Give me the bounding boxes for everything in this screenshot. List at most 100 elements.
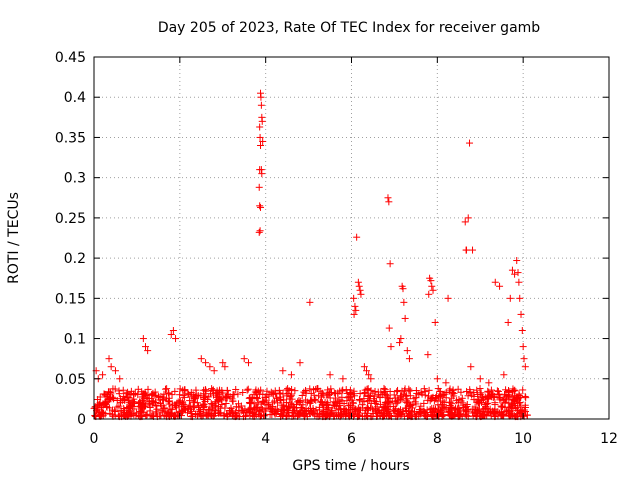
data-point (111, 367, 119, 375)
data-point-band (253, 389, 261, 397)
data-point-band (347, 411, 355, 419)
data-point-band (116, 395, 124, 403)
data-point-band (379, 412, 387, 420)
x-tick-label: 2 (175, 431, 184, 447)
data-point-band (257, 386, 265, 394)
data-point-band (235, 400, 243, 408)
data-point-band (138, 388, 146, 396)
data-point-band (139, 397, 147, 405)
data-point-band (441, 405, 449, 413)
data-point (197, 355, 205, 363)
data-point-band (383, 393, 391, 401)
data-point-band (405, 403, 413, 411)
data-point (461, 218, 469, 226)
data-point (431, 318, 439, 326)
data-point-band (298, 391, 306, 399)
data-point-band (490, 392, 498, 400)
data-point (354, 278, 362, 286)
data-point-band (207, 412, 215, 420)
grid (94, 57, 609, 419)
data-point-band (496, 409, 504, 417)
data-point-band (257, 400, 265, 408)
data-point-band (139, 403, 147, 411)
data-point-band (457, 388, 465, 396)
data-point (469, 246, 477, 254)
y-tick-label: 0 (77, 412, 86, 428)
data-point-band (320, 391, 328, 399)
data-point-band (162, 394, 170, 402)
data-point-band (417, 402, 425, 410)
data-point-band (430, 396, 438, 404)
data-point-band (250, 400, 258, 408)
data-point-band (410, 395, 418, 403)
data-point (296, 359, 304, 367)
data-point-band (183, 409, 191, 417)
data-point (287, 371, 295, 379)
data-point-band (131, 399, 139, 407)
data-point (516, 294, 524, 302)
data-point-band (270, 397, 278, 405)
data-point-band (404, 407, 412, 415)
data-point (355, 282, 363, 290)
data-point-band (200, 390, 208, 398)
data-point-band (268, 403, 276, 411)
y-tick-label: 0.2 (64, 251, 86, 267)
data-marks (90, 89, 531, 421)
data-point-band (122, 410, 130, 418)
data-point-band (191, 394, 199, 402)
data-point-band (311, 411, 319, 419)
data-point-band (176, 385, 184, 393)
data-point-band (205, 406, 213, 414)
data-point-band (234, 390, 242, 398)
data-point (255, 183, 263, 191)
data-point-band (487, 412, 495, 420)
data-point (405, 355, 413, 363)
data-point (517, 310, 525, 318)
data-point-band (333, 402, 341, 410)
data-point-band (339, 386, 347, 394)
data-point-band (203, 410, 211, 418)
data-point (427, 277, 435, 285)
data-point-band (476, 385, 484, 393)
data-point-band (99, 409, 107, 417)
data-point-band (384, 394, 392, 402)
data-point-band (481, 393, 489, 401)
data-point (464, 214, 472, 222)
data-point-band (459, 399, 467, 407)
data-point-band (476, 391, 484, 399)
data-point-band (159, 402, 167, 410)
data-point (219, 359, 227, 367)
data-point (139, 335, 147, 343)
data-point-band (489, 407, 497, 415)
data-point-band (327, 385, 335, 393)
data-point-band (212, 398, 220, 406)
data-point (467, 363, 475, 371)
data-point-band (274, 407, 282, 415)
data-point (339, 375, 347, 383)
data-point-band (397, 411, 405, 419)
x-tick-label: 12 (600, 431, 618, 447)
data-point-band (332, 409, 340, 417)
data-point-band (135, 400, 143, 408)
data-point (518, 327, 526, 335)
data-point (256, 202, 264, 210)
y-tick-label: 0.35 (55, 130, 86, 146)
data-point-band (382, 411, 390, 419)
data-point (504, 318, 512, 326)
data-point (444, 294, 452, 302)
data-point-band (212, 389, 220, 397)
data-point (360, 363, 368, 371)
data-point-band (287, 392, 295, 400)
data-point-band (117, 407, 125, 415)
data-point (476, 375, 484, 383)
data-point (485, 379, 493, 387)
data-point-band (286, 404, 294, 412)
data-point (257, 203, 265, 211)
ticks (93, 56, 610, 420)
data-point (172, 335, 180, 343)
data-point-band (384, 407, 392, 415)
data-point-band (223, 410, 231, 418)
data-point-band (184, 389, 192, 397)
data-point (206, 363, 214, 371)
data-point (514, 269, 522, 277)
